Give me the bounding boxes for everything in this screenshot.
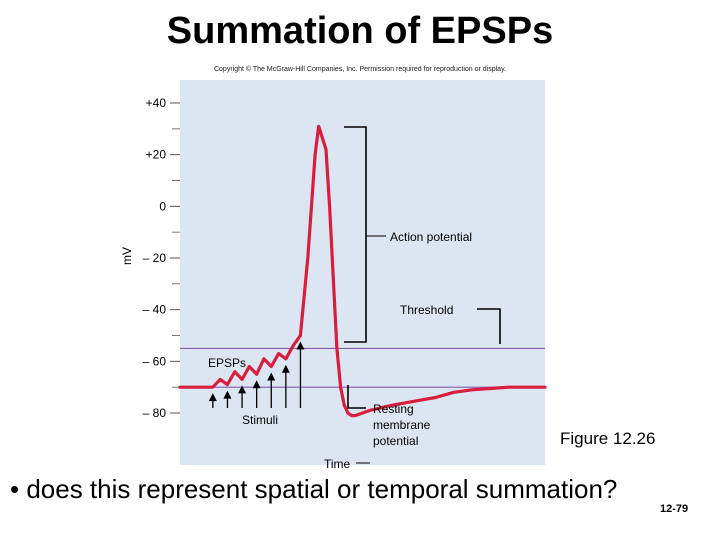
y-tick-label: 0 — [159, 199, 166, 213]
y-tick-label: – 60 — [143, 354, 167, 368]
stimulus-arrow — [252, 380, 261, 408]
action-potential-bracket — [344, 126, 367, 343]
copyright-notice: Copyright © The McGraw-Hill Companies, I… — [213, 66, 506, 73]
figure-label: Figure 12.26 — [560, 429, 655, 448]
resting-label-line: Resting — [373, 402, 414, 416]
question-bullet: • does this represent spatial or tempora… — [10, 474, 618, 504]
stimulus-arrow — [281, 364, 290, 408]
threshold-bracket — [477, 308, 501, 344]
epsps-label: EPSPs — [208, 356, 246, 370]
y-axis-label: mV — [120, 247, 134, 265]
stimulus-arrow — [238, 385, 247, 408]
threshold-label: Threshold — [400, 303, 453, 317]
x-axis-label: Time — [324, 457, 351, 471]
resting-label-line: membrane — [373, 418, 431, 432]
resting-label-line: potential — [373, 434, 418, 448]
stimuli-label: Stimuli — [242, 413, 278, 427]
slide-number: 12-79 — [660, 503, 689, 515]
stimulus-arrow — [296, 341, 305, 408]
membrane-potential-trace — [178, 124, 547, 418]
slide-title: Summation of EPSPs — [166, 10, 554, 52]
stimulus-arrow — [208, 393, 217, 408]
y-tick-label: +20 — [146, 148, 167, 162]
action-potential-label: Action potential — [390, 230, 472, 244]
y-tick-label: – 80 — [143, 406, 167, 420]
stimulus-arrow — [223, 390, 232, 408]
y-tick-label: – 40 — [143, 303, 167, 317]
resting-bracket — [347, 385, 366, 409]
stimulus-arrow — [267, 372, 276, 408]
plot-background — [180, 80, 545, 465]
y-tick-label: +40 — [146, 96, 167, 110]
y-tick-label: – 20 — [143, 251, 167, 265]
